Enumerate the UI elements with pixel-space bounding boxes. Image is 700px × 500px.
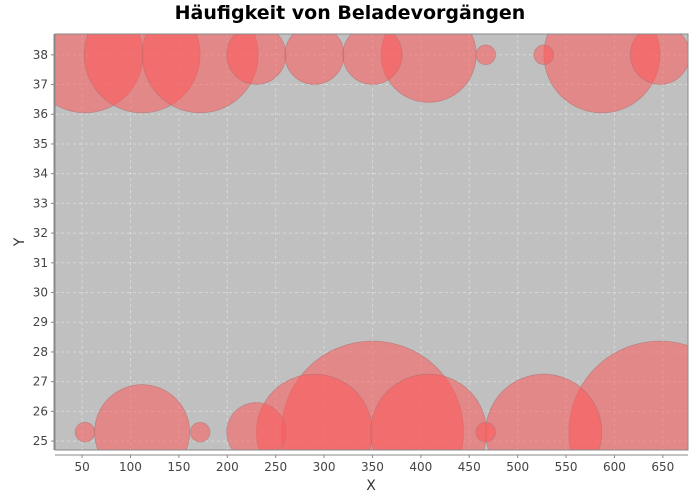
plot-border [54, 33, 689, 451]
y-tick-label: 36 [33, 107, 48, 121]
y-tick-label: 25 [33, 434, 48, 448]
x-tick-label: 250 [264, 460, 287, 474]
y-tick-label: 30 [33, 286, 48, 300]
x-tick-label: 350 [361, 460, 384, 474]
axes: 50 100 150 200 250 300 350 400 450 500 550 600 650 25… [33, 34, 688, 474]
y-tick-label: 35 [33, 137, 48, 151]
bubble-point [485, 373, 603, 450]
x-tick-label: 500 [506, 460, 529, 474]
bubble-point [475, 421, 496, 443]
y-tick-label: 29 [33, 315, 48, 329]
x-tick-label: 50 [74, 460, 89, 474]
y-tick-label: 37 [33, 78, 48, 92]
x-tick-label: 150 [167, 460, 190, 474]
bubble-point [226, 402, 287, 450]
y-tick-label: 32 [33, 226, 48, 240]
chart-title: Häufigkeit von Beladevorgängen [174, 2, 526, 24]
bubble-point [189, 421, 211, 443]
x-tick-label: 450 [458, 460, 481, 474]
x-tick-label: 600 [603, 460, 626, 474]
y-tick-label: 33 [33, 196, 48, 210]
y-tick-label: 31 [33, 256, 48, 270]
bubble-point [533, 44, 554, 66]
x-tick-label: 550 [555, 460, 578, 474]
y-tick-label: 38 [33, 48, 48, 62]
bubble-point [342, 34, 403, 85]
bubble-point [629, 34, 688, 85]
bubble-point [475, 44, 496, 66]
y-axis-title: Y [12, 237, 28, 247]
x-tick-label: 650 [651, 460, 674, 474]
y-tick-label: 26 [33, 404, 48, 418]
x-axis-title: X [366, 478, 376, 494]
x-tick-label: 200 [216, 460, 239, 474]
y-tick-label: 34 [33, 167, 48, 181]
x-tick-label: 400 [409, 460, 432, 474]
bubble-point [74, 421, 96, 443]
x-tick-label: 300 [313, 460, 336, 474]
bubbles [55, 34, 688, 450]
y-tick-label: 27 [33, 375, 48, 389]
x-tick-label: 100 [119, 460, 142, 474]
y-tick-label: 28 [33, 345, 48, 359]
